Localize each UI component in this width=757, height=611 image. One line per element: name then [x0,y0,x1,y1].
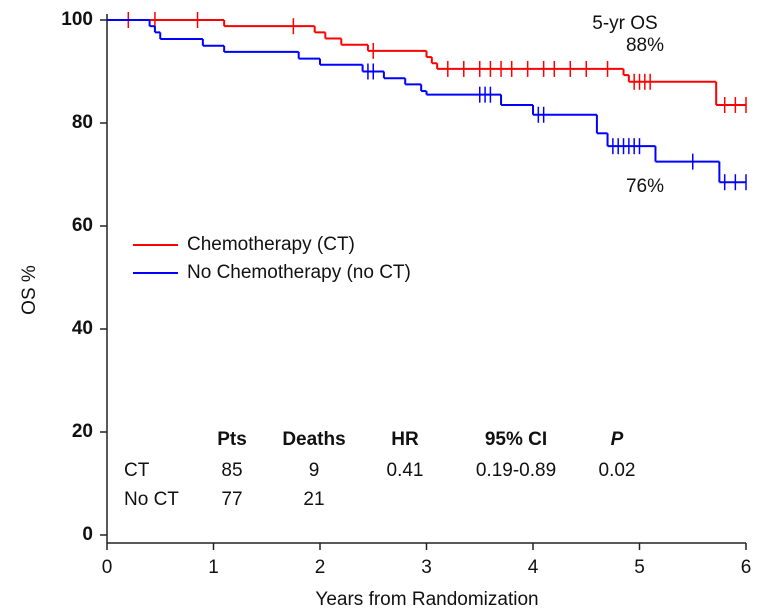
table-cell: CT [124,460,150,481]
x-tick-label: 0 [102,557,113,578]
table-header: 95% CI [485,429,547,450]
table-cell: 0.19-0.89 [476,460,556,481]
y-tick-label: 20 [72,421,93,442]
table-header: HR [391,429,419,450]
x-tick-label: 1 [208,557,219,578]
x-tick-label: 3 [421,557,432,578]
table-cell: 0.02 [599,460,636,481]
table-cell: 9 [309,460,320,481]
annotation: 76% [626,176,664,197]
table-cell: 85 [221,460,242,481]
x-tick-label: 2 [315,557,326,578]
y-tick-label: 100 [61,9,93,30]
table-cell: 77 [221,489,242,510]
y-tick-label: 80 [72,112,93,133]
table-header: P [611,429,624,450]
table-header: Deaths [282,429,345,450]
table-cell: No CT [124,489,179,510]
x-tick-label: 6 [741,557,752,578]
legend-label: Chemotherapy (CT) [187,234,355,255]
table-header: Pts [217,429,247,450]
annotation: 88% [626,35,664,56]
y-axis-title: OS % [19,265,40,315]
y-tick-label: 40 [72,318,93,339]
table-cell: 0.41 [387,460,424,481]
x-tick-label: 4 [528,557,539,578]
x-axis-title: Years from Randomization [315,589,538,610]
y-tick-label: 60 [72,215,93,236]
legend-label: No Chemotherapy (no CT) [187,262,411,283]
y-tick-label: 0 [82,524,93,545]
x-tick-label: 5 [634,557,645,578]
table-cell: 21 [303,489,324,510]
annotation: 5-yr OS [592,13,657,34]
